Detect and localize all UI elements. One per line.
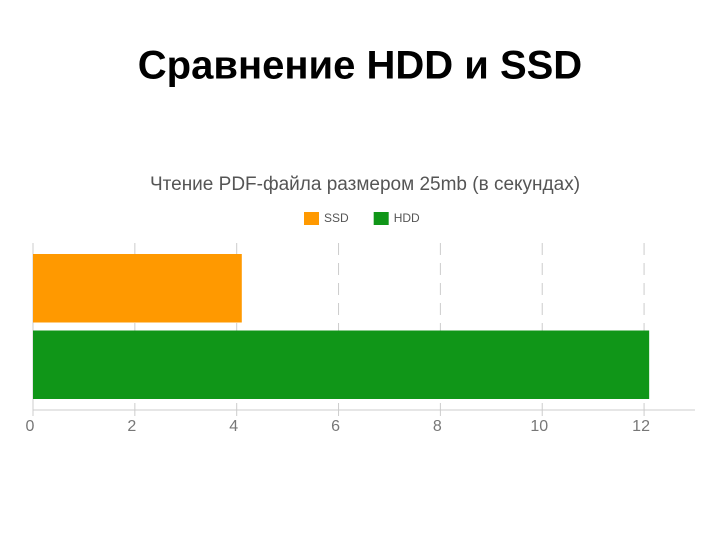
slide-title: Сравнение HDD и SSD [138,44,582,88]
legend-label: SSD [324,211,349,225]
x-tick-label: 2 [127,418,136,435]
x-tick-label: 4 [229,418,238,435]
x-tick-label: 8 [433,418,442,435]
legend-swatch [373,212,389,225]
x-tick-label: 0 [26,418,35,435]
x-tick-label: 12 [632,418,650,435]
chart-title: Чтение PDF-файла размером 25mb (в секунд… [150,174,580,195]
legend-swatch [304,212,319,225]
legend-label: HDD [394,211,420,225]
bar [33,254,242,323]
bar [33,330,650,399]
x-tick-label: 6 [331,418,340,435]
x-tick-label: 10 [530,418,548,435]
